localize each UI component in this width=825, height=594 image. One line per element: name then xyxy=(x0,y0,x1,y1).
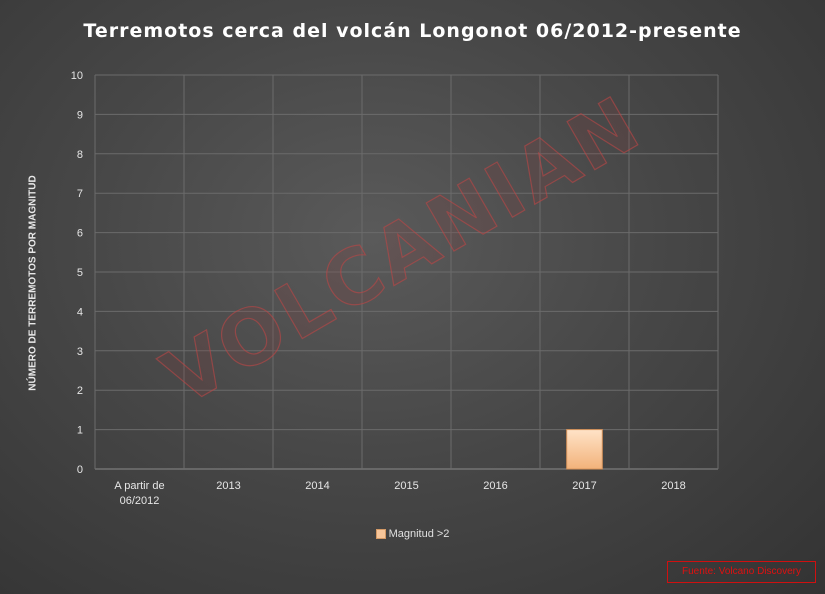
x-tick-label: A partir de 06/2012 xyxy=(114,480,164,507)
watermark: VOLCANIAN xyxy=(148,78,656,423)
x-tick-label: 2016 xyxy=(483,480,507,492)
y-tick-label: 4 xyxy=(77,306,83,318)
y-tick-label: 9 xyxy=(77,109,83,121)
y-tick-label: 2 xyxy=(77,385,83,397)
x-tick-label: 2017 xyxy=(572,480,596,492)
y-tick-label: 8 xyxy=(77,149,83,161)
y-tick-label: 1 xyxy=(77,425,83,437)
x-tick-label: 2013 xyxy=(216,480,240,492)
x-tick-label: 2014 xyxy=(305,480,329,492)
x-tick-label: 2018 xyxy=(661,480,685,492)
y-tick-label: 6 xyxy=(77,228,83,240)
y-tick-label: 5 xyxy=(77,267,83,279)
source-box: Fuente: Volcano Discovery xyxy=(667,561,816,583)
legend-swatch xyxy=(375,529,386,540)
legend: Magnitud >2 xyxy=(0,528,825,540)
y-tick-label: 10 xyxy=(71,70,83,82)
y-tick-label: 0 xyxy=(77,464,83,476)
chart-title: Terremotos cerca del volcán Longonot 06/… xyxy=(83,20,742,42)
y-tick-label: 7 xyxy=(77,188,83,200)
legend-label: Magnitud >2 xyxy=(388,528,450,540)
bar-2017 xyxy=(566,429,603,470)
x-tick-label: 2015 xyxy=(394,480,418,492)
y-tick-label: 3 xyxy=(77,346,83,358)
